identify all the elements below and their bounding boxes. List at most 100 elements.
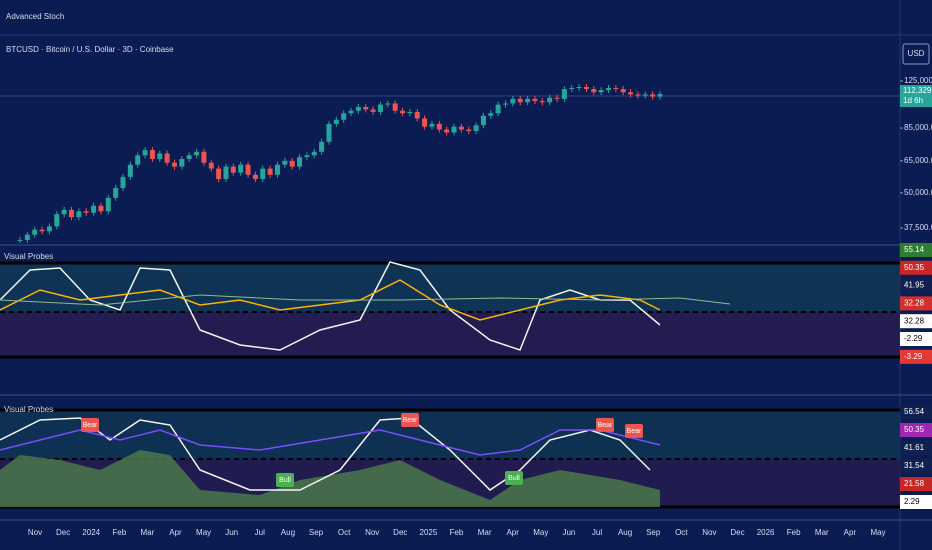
price-tick-label: 65,000.00 xyxy=(904,156,932,165)
candle xyxy=(252,174,258,180)
candle xyxy=(606,88,612,91)
candle xyxy=(503,103,509,105)
value-label: 55.14 xyxy=(904,245,925,254)
candle xyxy=(201,151,207,163)
candle xyxy=(61,209,67,215)
candle xyxy=(363,107,369,110)
candle xyxy=(355,107,361,111)
candle xyxy=(68,209,74,218)
value-label: 32.28 xyxy=(904,299,925,308)
candle xyxy=(135,155,141,165)
candle xyxy=(194,151,200,156)
candle xyxy=(561,89,567,99)
candle xyxy=(400,110,406,114)
candle xyxy=(392,103,398,111)
candle xyxy=(91,205,97,213)
candle xyxy=(149,150,155,159)
currency: USD xyxy=(908,49,925,58)
candle xyxy=(517,98,523,103)
signal: Bear xyxy=(83,422,98,429)
candle xyxy=(466,129,472,131)
time-label: Dec xyxy=(56,528,70,537)
time-label: 2025 xyxy=(420,528,438,537)
candle xyxy=(488,113,494,116)
zone xyxy=(0,263,900,312)
symbol-title: BTCUSD · Bitcoin / U.S. Dollar · 3D · Co… xyxy=(6,45,174,54)
time-label: Apr xyxy=(506,528,519,537)
candle xyxy=(311,151,317,156)
currency-box[interactable] xyxy=(902,43,930,65)
time-label: Nov xyxy=(702,528,716,537)
value-label-box xyxy=(900,477,932,491)
oscillator-line xyxy=(0,429,661,456)
value-label-box xyxy=(900,332,932,346)
candle xyxy=(216,168,222,180)
signal: Bull xyxy=(508,475,520,482)
value-label-box xyxy=(900,495,932,509)
time-label: Aug xyxy=(618,528,632,537)
time-label: Feb xyxy=(787,528,801,537)
time-label: Jul xyxy=(592,528,602,537)
oscillator-line xyxy=(0,417,651,491)
candle xyxy=(267,168,273,175)
signal: Bear xyxy=(627,428,642,435)
candle xyxy=(76,211,82,218)
signal-box xyxy=(625,424,643,438)
candle xyxy=(223,166,229,180)
time-label: Dec xyxy=(393,528,407,537)
time-label: Mar xyxy=(478,528,492,537)
candle xyxy=(591,89,597,93)
value-label-box xyxy=(900,423,932,437)
signal-box xyxy=(505,471,523,485)
oscillator-line xyxy=(0,294,731,306)
time-label: Mar xyxy=(141,528,155,537)
candle xyxy=(598,90,604,93)
signal: Bear xyxy=(403,417,418,424)
candle xyxy=(451,126,457,133)
value-label-box xyxy=(900,243,932,257)
value-label-box xyxy=(900,260,932,275)
candle xyxy=(495,104,501,114)
candle xyxy=(532,98,538,102)
time-label: Feb xyxy=(450,528,464,537)
candle xyxy=(576,87,582,89)
time-label: Nov xyxy=(365,528,379,537)
value-label: 56.54 xyxy=(904,407,925,416)
candle xyxy=(105,197,111,212)
value-label-box xyxy=(900,314,932,329)
time-label: Feb xyxy=(112,528,126,537)
candle xyxy=(333,119,339,124)
time-label: Sep xyxy=(309,528,324,537)
price-tick-label: 125,000.00 xyxy=(904,76,932,85)
candle xyxy=(583,87,589,90)
candle xyxy=(83,211,89,213)
candle xyxy=(297,157,303,167)
value-label-box xyxy=(900,278,932,293)
candle xyxy=(127,164,133,177)
pane-title: Visual Probes xyxy=(4,405,53,414)
time-label: Sep xyxy=(646,528,661,537)
value-label: 31.54 xyxy=(904,461,925,470)
signal-box xyxy=(276,473,294,487)
value-label: 50.35 xyxy=(904,263,925,272)
candle xyxy=(157,153,163,159)
candle xyxy=(569,88,575,90)
time-label: Mar xyxy=(815,528,829,537)
candle xyxy=(642,94,648,96)
value-label: 2.29 xyxy=(904,497,920,506)
candle xyxy=(473,125,479,131)
candle xyxy=(32,229,38,235)
value-label: 21.58 xyxy=(904,479,925,488)
value-label-box xyxy=(900,405,932,419)
candle xyxy=(407,111,413,114)
candle xyxy=(436,123,442,130)
candle xyxy=(539,101,545,103)
candle xyxy=(304,155,310,158)
candle xyxy=(326,123,332,142)
candle xyxy=(422,118,428,127)
signal-box xyxy=(401,413,419,427)
candle xyxy=(385,103,391,105)
candle xyxy=(98,205,104,212)
candle xyxy=(164,153,170,163)
signal-box xyxy=(81,418,99,432)
